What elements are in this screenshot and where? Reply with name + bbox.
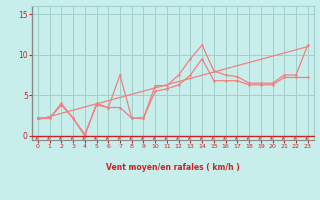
X-axis label: Vent moyen/en rafales ( km/h ): Vent moyen/en rafales ( km/h ) (106, 163, 240, 172)
